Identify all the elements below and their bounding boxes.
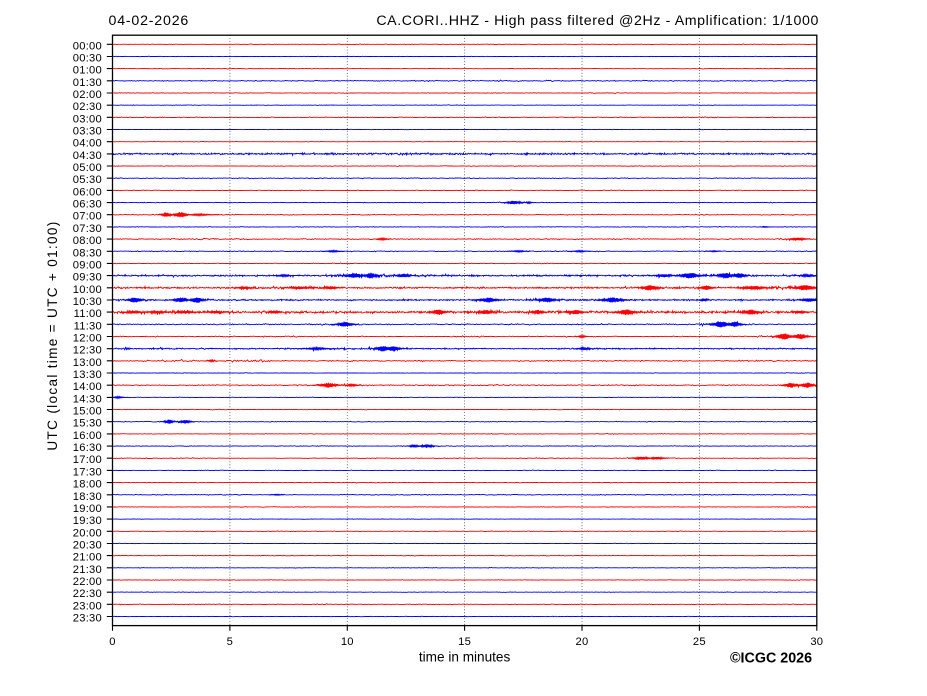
svg-text:11:00: 11:00 xyxy=(74,308,102,320)
svg-text:©ICGC 2026: ©ICGC 2026 xyxy=(730,651,812,667)
svg-text:12:00: 12:00 xyxy=(73,333,102,345)
svg-text:21:30: 21:30 xyxy=(73,564,102,576)
svg-text:19:00: 19:00 xyxy=(73,503,102,515)
svg-text:21:00: 21:00 xyxy=(73,552,102,564)
svg-text:02:00: 02:00 xyxy=(73,89,102,101)
svg-text:14:00: 14:00 xyxy=(73,381,102,393)
svg-text:08:30: 08:30 xyxy=(73,247,102,259)
svg-text:11:30: 11:30 xyxy=(74,320,102,332)
svg-text:07:00: 07:00 xyxy=(73,211,102,223)
svg-text:09:30: 09:30 xyxy=(73,272,102,284)
svg-text:20:00: 20:00 xyxy=(73,527,102,539)
svg-text:30: 30 xyxy=(810,636,823,648)
svg-text:20: 20 xyxy=(576,636,589,648)
svg-text:10: 10 xyxy=(341,636,354,648)
svg-text:08:00: 08:00 xyxy=(73,235,102,247)
svg-text:10:30: 10:30 xyxy=(73,296,102,308)
svg-text:18:00: 18:00 xyxy=(73,479,102,491)
svg-text:06:30: 06:30 xyxy=(73,199,102,211)
svg-text:16:30: 16:30 xyxy=(73,442,102,454)
svg-text:03:00: 03:00 xyxy=(73,113,102,125)
svg-text:13:00: 13:00 xyxy=(73,357,102,369)
svg-text:12:30: 12:30 xyxy=(73,345,102,357)
svg-text:01:30: 01:30 xyxy=(73,77,102,89)
svg-text:CA.CORI..HHZ - High pass filte: CA.CORI..HHZ - High pass filtered @2Hz -… xyxy=(376,13,819,29)
svg-text:00:30: 00:30 xyxy=(73,53,102,65)
svg-text:15:00: 15:00 xyxy=(73,406,102,418)
svg-text:07:30: 07:30 xyxy=(73,223,102,235)
svg-text:22:30: 22:30 xyxy=(73,588,102,600)
svg-text:5: 5 xyxy=(227,636,233,648)
svg-text:19:30: 19:30 xyxy=(73,515,102,527)
svg-text:0: 0 xyxy=(109,636,115,648)
svg-text:23:00: 23:00 xyxy=(73,600,102,612)
svg-text:05:30: 05:30 xyxy=(73,174,102,186)
svg-text:20:30: 20:30 xyxy=(73,540,102,552)
svg-text:10:00: 10:00 xyxy=(73,284,102,296)
svg-text:04:30: 04:30 xyxy=(73,150,102,162)
svg-text:22:00: 22:00 xyxy=(73,576,102,588)
svg-text:06:00: 06:00 xyxy=(73,186,102,198)
svg-text:14:30: 14:30 xyxy=(73,393,102,405)
svg-text:15: 15 xyxy=(458,636,471,648)
svg-text:13:30: 13:30 xyxy=(73,369,102,381)
svg-text:05:00: 05:00 xyxy=(73,162,102,174)
svg-text:16:00: 16:00 xyxy=(73,430,102,442)
svg-text:18:30: 18:30 xyxy=(73,491,102,503)
svg-text:17:00: 17:00 xyxy=(73,454,102,466)
svg-text:04-02-2026: 04-02-2026 xyxy=(109,13,190,29)
svg-text:03:30: 03:30 xyxy=(73,126,102,138)
svg-text:17:30: 17:30 xyxy=(73,466,102,478)
svg-text:09:00: 09:00 xyxy=(73,259,102,271)
svg-text:01:00: 01:00 xyxy=(73,65,102,77)
svg-text:UTC (local time = UTC + 01:00): UTC (local time = UTC + 01:00) xyxy=(45,220,60,450)
svg-text:25: 25 xyxy=(693,636,706,648)
svg-text:04:00: 04:00 xyxy=(73,138,102,150)
svg-text:00:00: 00:00 xyxy=(73,40,102,52)
svg-text:15:30: 15:30 xyxy=(73,418,102,430)
svg-text:time in minutes: time in minutes xyxy=(419,649,511,664)
svg-text:23:30: 23:30 xyxy=(73,613,102,625)
svg-text:02:30: 02:30 xyxy=(73,101,102,113)
